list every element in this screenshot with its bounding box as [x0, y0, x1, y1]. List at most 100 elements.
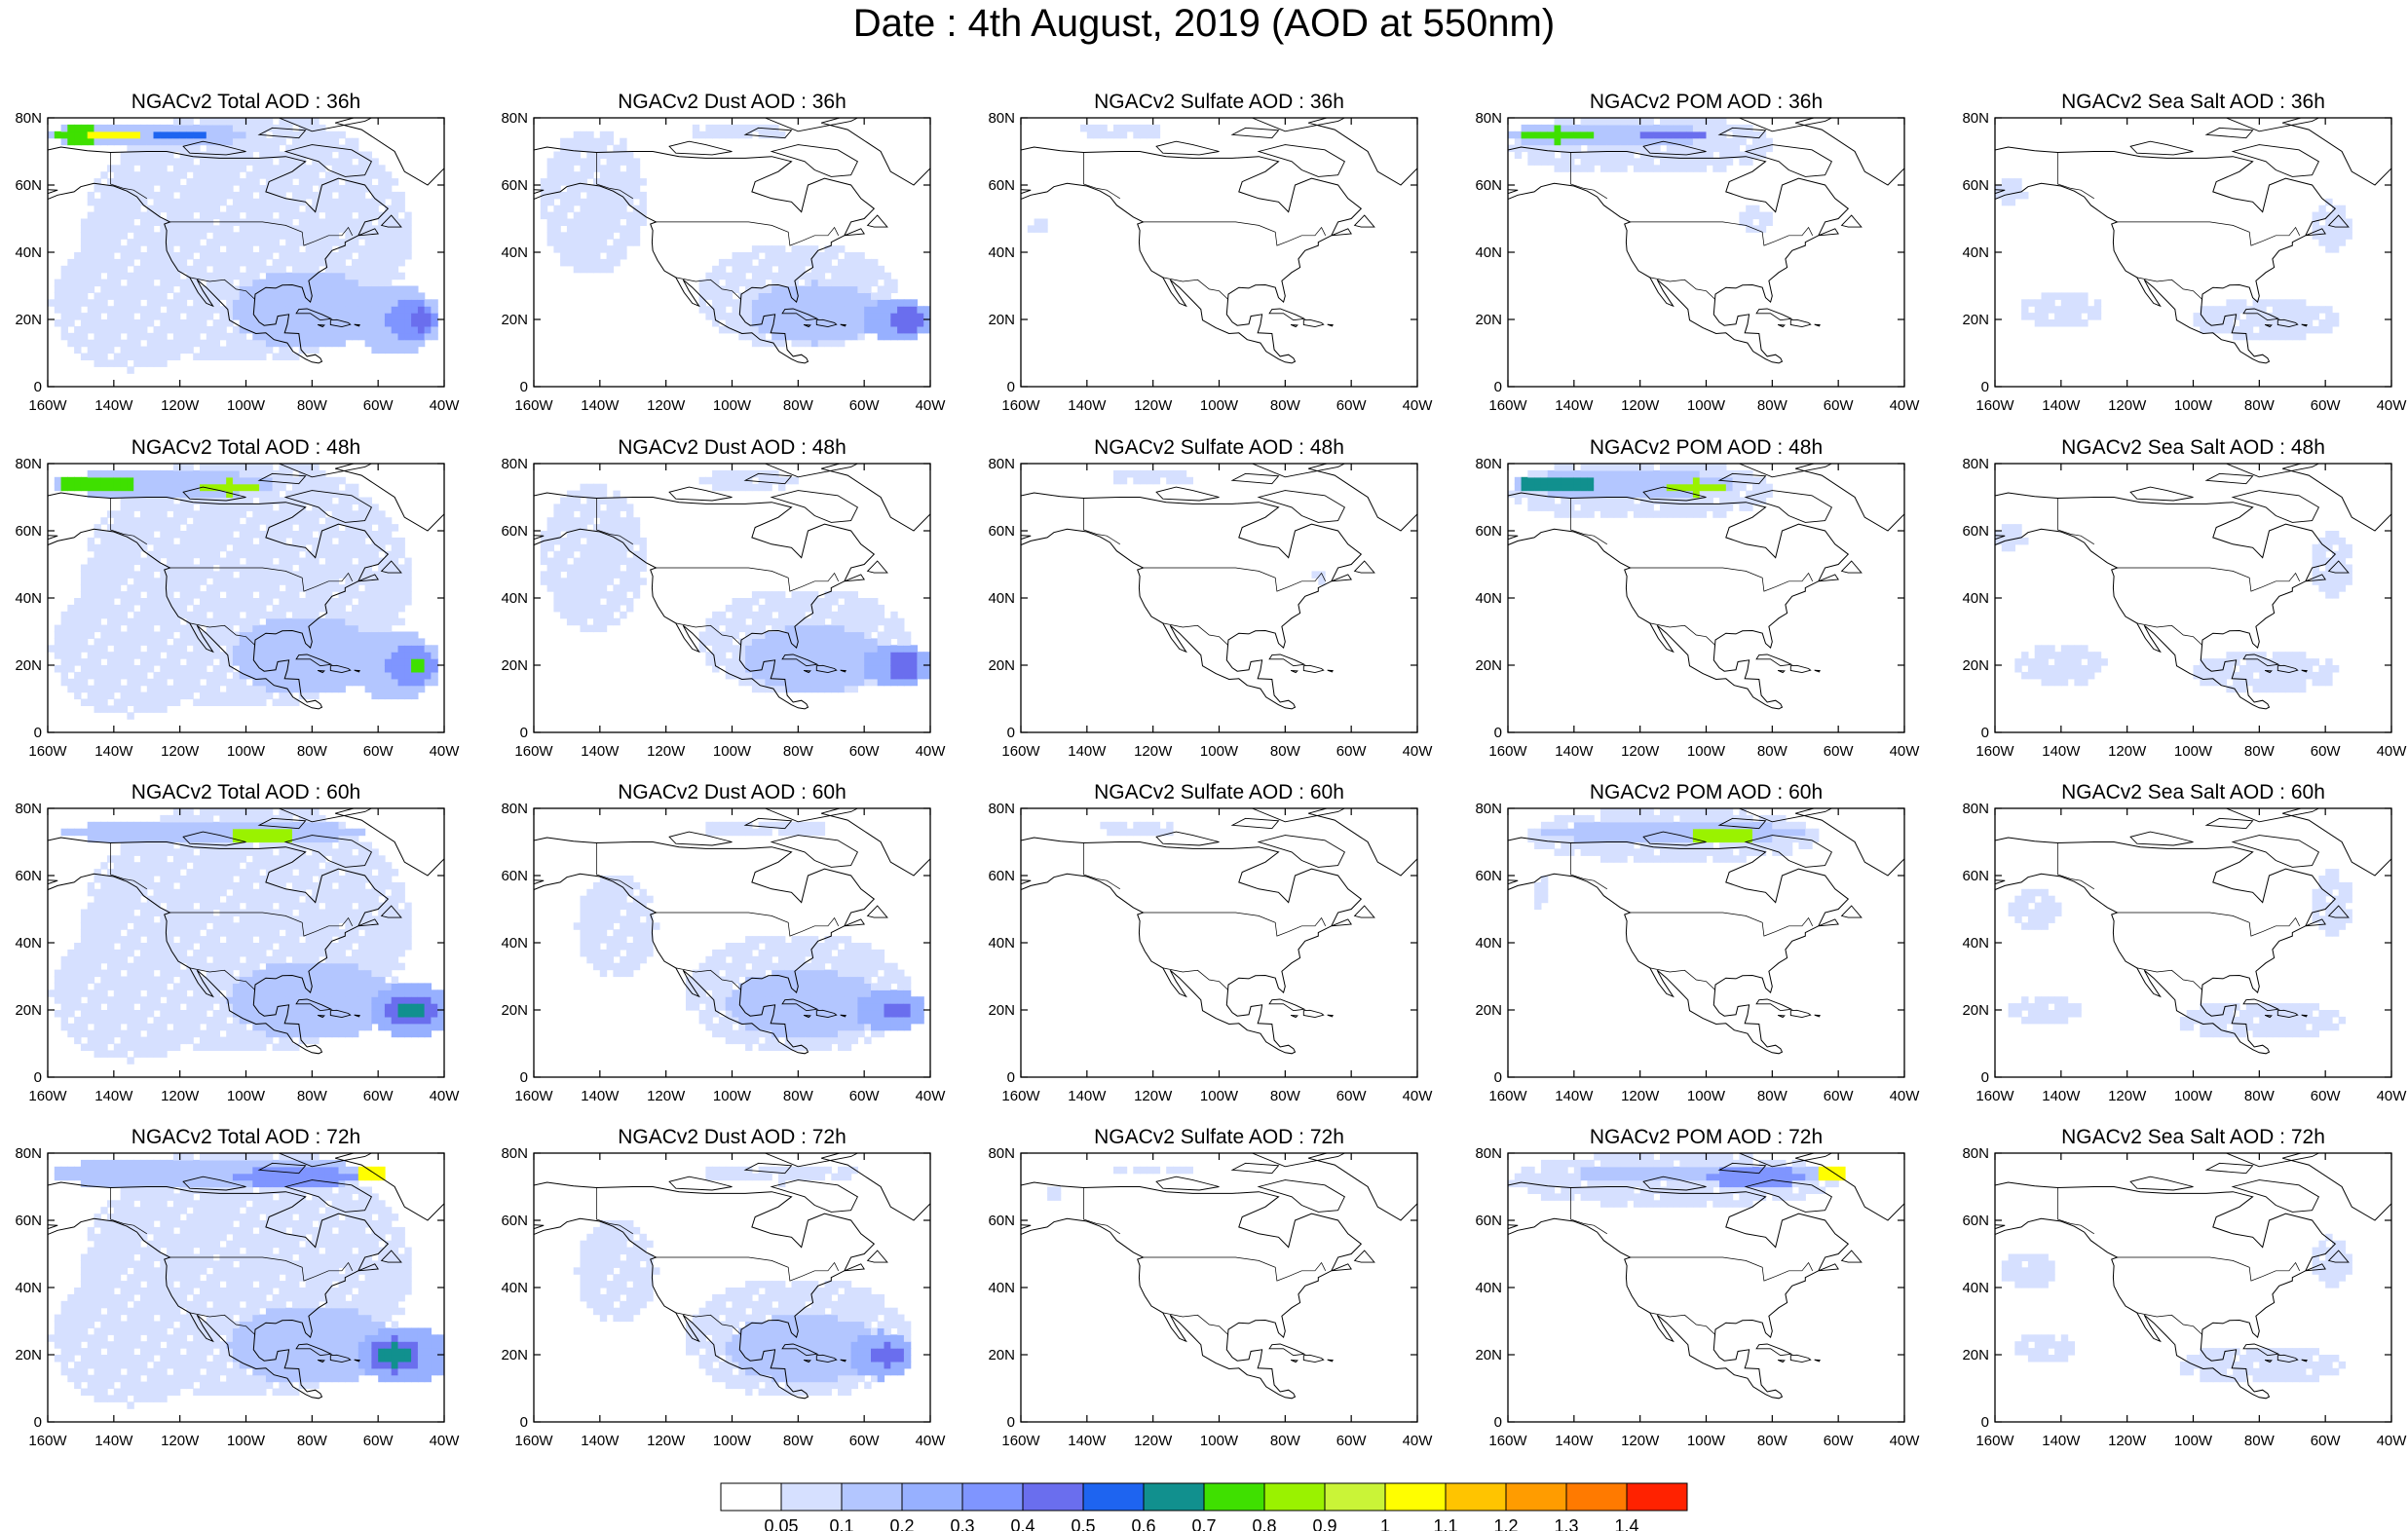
aod-cell [305, 591, 313, 599]
aod-cell [599, 258, 608, 267]
aod-cell [364, 685, 372, 693]
aod-cell [352, 272, 359, 280]
aod-cell [298, 543, 307, 552]
aod-cell [107, 543, 115, 552]
aod-cell [120, 698, 128, 706]
aod-cell [279, 611, 286, 619]
aod-cell [324, 497, 333, 504]
aod-cell [265, 624, 274, 633]
aod-cell [219, 624, 227, 633]
aod-cell [232, 137, 241, 146]
aod-cell [1554, 124, 1561, 132]
aod-cell [279, 543, 286, 552]
aod-cell [599, 517, 608, 525]
aod-cell [553, 245, 561, 253]
aod-cell [60, 279, 68, 287]
aod-cell [212, 325, 220, 334]
aod-cell [338, 245, 346, 253]
aod-cell [831, 306, 839, 314]
aod-cell [599, 185, 608, 193]
aod-cell [200, 151, 207, 159]
aod-cell [817, 306, 826, 314]
x-tick-label: 160W [28, 743, 67, 760]
aod-cell [298, 652, 307, 659]
country-border [1570, 152, 1607, 200]
aod-cell [285, 497, 293, 504]
aod-cell [212, 517, 220, 525]
aod-cell [87, 685, 95, 693]
aod-cell [133, 652, 141, 659]
aod-cell [113, 665, 122, 673]
aod-cell [364, 239, 372, 246]
aod-cell [265, 299, 274, 307]
coastline [534, 146, 876, 364]
aod-cell [606, 517, 614, 525]
aod-cell [67, 617, 75, 626]
aod-cell [2312, 313, 2319, 320]
aod-cell [2048, 306, 2055, 314]
aod-cell [606, 543, 614, 552]
aod-cell [186, 131, 194, 139]
aod-cell [1752, 137, 1760, 146]
aod-cell [285, 299, 293, 307]
aod-cell [193, 332, 201, 341]
aod-cell [292, 319, 300, 327]
aod-cell [146, 346, 155, 355]
aod-cell [87, 652, 95, 659]
aod-cell [1620, 165, 1628, 172]
aod-cell [1600, 124, 1608, 132]
aod-cell [1666, 151, 1674, 159]
aod-cell [172, 578, 181, 585]
aod-cell [94, 624, 101, 633]
aod-cell [292, 483, 300, 492]
aod-cell [331, 531, 340, 539]
aod-cell [160, 205, 168, 213]
aod-cell [232, 652, 241, 659]
aod-cell [298, 497, 307, 504]
aod-cell [357, 285, 366, 293]
aod-cell [100, 332, 108, 341]
aod-cell [391, 265, 399, 274]
aod-cell [319, 272, 326, 280]
aod-cell [593, 205, 601, 213]
aod-cell [54, 638, 62, 646]
aod-cell [172, 353, 181, 360]
aod-cell [127, 225, 134, 233]
aod-cell [252, 571, 260, 579]
aod-cell [272, 205, 280, 213]
aod-cell [133, 306, 141, 314]
aod-cell [146, 211, 155, 220]
aod-cell [312, 137, 320, 146]
aod-cell [371, 510, 379, 518]
aod-cell [338, 652, 346, 659]
aod-cell [324, 550, 333, 559]
aod-cell [219, 510, 227, 518]
aod-cell [87, 631, 95, 639]
aod-cell [272, 617, 280, 626]
aod-cell [94, 591, 101, 599]
aod-cell [113, 537, 122, 545]
aod-cell [219, 239, 227, 246]
aod-cell [100, 171, 108, 179]
aod-cell [1646, 151, 1654, 159]
aod-cell [613, 584, 621, 592]
aod-cell [193, 131, 201, 139]
aod-cell [824, 332, 832, 341]
aod-cell [632, 205, 641, 213]
aod-cell [67, 638, 75, 646]
aod-cell [798, 313, 806, 320]
aod-cell [910, 332, 918, 341]
aod-cell [312, 464, 320, 471]
aod-cell [626, 158, 634, 166]
aod-cell [352, 483, 359, 492]
aod-cell [573, 591, 582, 599]
aod-cell [352, 571, 359, 579]
aod-cell [778, 299, 786, 307]
aod-cell [186, 578, 194, 585]
aod-cell [94, 292, 101, 300]
aod-cell [1540, 158, 1549, 166]
aod-cell [357, 218, 366, 226]
aod-cell [566, 524, 575, 532]
aod-cell [245, 232, 253, 240]
aod-cell [378, 299, 386, 307]
